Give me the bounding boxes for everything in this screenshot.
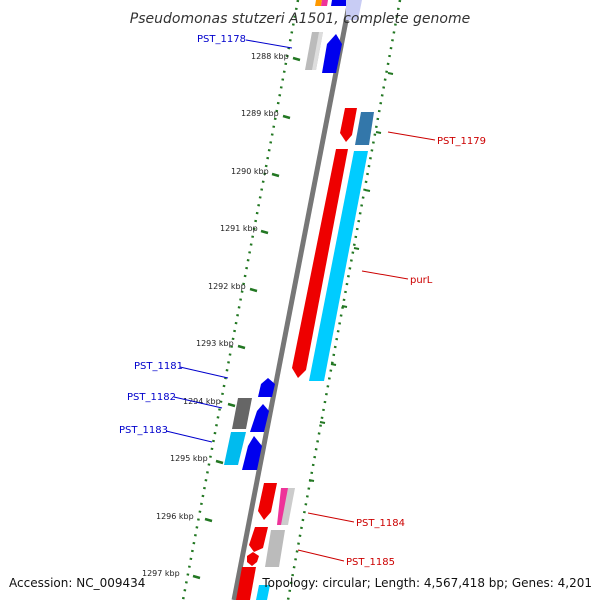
gene-label-purl[interactable]: purL [410, 275, 433, 286]
tick-label-1295: 1295 kbp [170, 454, 208, 463]
outer-dotted-guide [181, 0, 300, 600]
tick-label-1292: 1292 kbp [208, 282, 246, 291]
inner-dotted-guide [286, 0, 402, 600]
tick-label-1288: 1288 kbp [251, 52, 289, 61]
gene-label-pst-1185[interactable]: PST_1185 [346, 557, 395, 568]
gene-feature-red-long[interactable] [292, 149, 348, 378]
callout-pst-1185 [297, 549, 345, 562]
genome-backbone [231, 0, 353, 600]
gene-feature-top-lavender[interactable] [346, 0, 362, 20]
gene-feature-pst-1179[interactable] [355, 112, 374, 145]
map-title: Pseudomonas stutzeri A1501, complete gen… [130, 11, 470, 27]
gene-feature-red-heart[interactable] [247, 552, 259, 566]
gene-label-pst-1184[interactable]: PST_1184 [356, 518, 405, 529]
gene-feature-pst-1184-shadow[interactable] [281, 488, 295, 525]
callout-pst-1178 [245, 39, 293, 49]
kbp-ticks [192, 56, 301, 580]
gene-feature-top-pink[interactable] [321, 0, 328, 6]
accession-text: Accession: NC_009434 [9, 576, 146, 590]
gene-feature-red-4[interactable] [236, 567, 256, 600]
gene-feature-cyan-2[interactable] [256, 585, 270, 600]
topology-text: Topology: circular; Length: 4,567,418 bp… [262, 576, 592, 590]
tick-label-1297: 1297 kbp [142, 569, 180, 578]
callout-pst-1182 [173, 396, 223, 409]
gene-label-pst-1182[interactable]: PST_1182 [127, 392, 176, 403]
gene-feature-red-1[interactable] [340, 108, 357, 142]
gene-feature-red-2[interactable] [258, 483, 277, 520]
gene-feature-pst-1182[interactable] [250, 404, 269, 432]
callout-pst-1181 [179, 366, 229, 379]
gene-feature-top-orange[interactable] [315, 0, 322, 6]
gene-feature-pst-1185[interactable] [265, 530, 285, 567]
gene-label-pst-1178[interactable]: PST_1178 [197, 34, 246, 45]
gene-feature-top-blue[interactable] [331, 0, 347, 6]
tick-label-1294: 1294 kbp [183, 397, 221, 406]
gene-label-pst-1179[interactable]: PST_1179 [437, 136, 486, 147]
callout-purl [361, 270, 409, 280]
minor-ticks [308, 72, 394, 482]
gene-feature-pst-1183[interactable] [242, 436, 262, 470]
gene-label-pst-1183[interactable]: PST_1183 [119, 425, 168, 436]
tick-label-1290: 1290 kbp [231, 167, 269, 176]
callout-pst-1184 [307, 512, 355, 523]
gene-feature-gray-2[interactable] [232, 398, 252, 429]
tick-label-1296: 1296 kbp [156, 512, 194, 521]
callout-pst-1179 [387, 131, 436, 141]
tick-label-1291: 1291 kbp [220, 224, 258, 233]
tick-label-1289: 1289 kbp [241, 109, 279, 118]
gene-feature-gray-1-edge[interactable] [312, 32, 323, 70]
tick-label-1293: 1293 kbp [196, 339, 234, 348]
gene-feature-pst-1181[interactable] [258, 378, 275, 397]
gene-feature-red-3[interactable] [249, 527, 268, 552]
gene-feature-purl[interactable] [309, 151, 368, 381]
gene-feature-cyan-1[interactable] [224, 432, 246, 465]
gene-feature-pst-1178[interactable] [322, 34, 342, 73]
callout-pst-1183 [165, 430, 213, 443]
gene-label-pst-1181[interactable]: PST_1181 [134, 361, 183, 372]
